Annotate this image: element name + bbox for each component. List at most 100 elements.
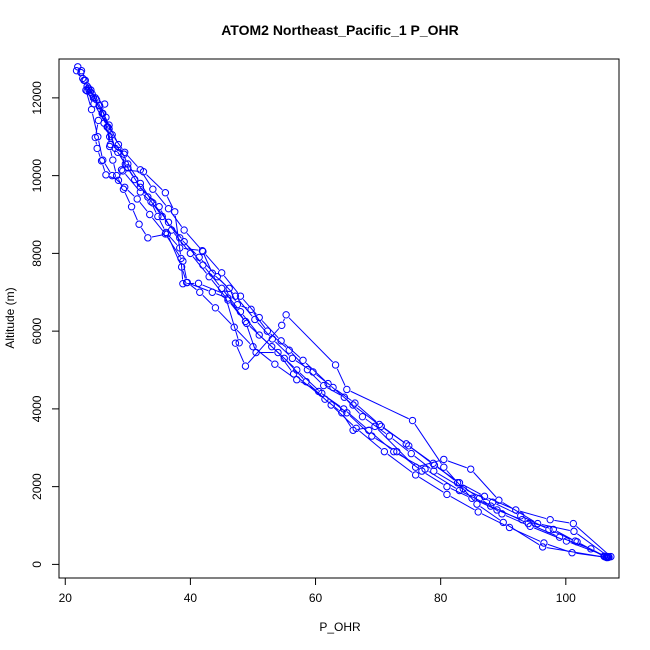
series-line-segment [247,328,280,364]
data-point [144,193,152,201]
data-point [104,123,112,131]
series-line-segment [168,237,181,264]
series-line-segment [296,376,322,397]
data-point [329,383,337,392]
series-line-segment [86,93,91,106]
data-point [488,498,497,506]
series-line-segment [98,152,101,158]
series-line-segment [502,501,535,522]
series-line-segment [180,262,184,280]
series-line-segment [519,510,547,520]
series-line-segment [216,293,225,298]
data-point [440,455,448,464]
series-line-segment [310,372,322,383]
plot-frame [58,58,620,579]
series-line-segment [140,227,146,235]
data-point [385,432,394,440]
series-line-segment [437,472,460,487]
series-line-segment [280,355,292,371]
data-point [83,87,91,95]
series-line-segment [223,275,239,294]
data-point [251,315,259,324]
data-point [199,247,207,256]
series-line-segment [98,99,102,103]
series-line-segment [346,399,360,414]
y-tick-label: 12000 [30,81,44,115]
series-line-segment [305,362,326,382]
series-line-segment [217,310,232,325]
series-line-segment [237,299,253,317]
data-point [217,284,226,293]
data-point [309,368,317,376]
data-point [136,183,145,191]
data-point [81,76,89,85]
series-line-segment [253,312,266,329]
series-line-segment [109,176,115,180]
data-point [72,66,81,75]
series-line-segment [146,174,163,191]
series-line-segment [95,107,107,124]
series-line-segment [371,432,391,450]
data-point [164,204,173,213]
data-point [499,518,507,527]
series-line-segment [450,496,475,511]
data-point [77,66,86,75]
series-line-segment [546,547,604,558]
data-point [358,412,367,421]
series-line-segment [473,471,497,498]
series-8 [77,66,612,561]
series-line-segment [118,179,122,186]
series-line-segment [275,341,290,356]
data-point [176,244,184,252]
series-line-segment [151,234,164,238]
data-point [467,465,475,473]
data-point [109,156,117,164]
data-point [268,335,277,343]
y-tick-label: 2000 [30,473,44,500]
x-tick-label: 20 [59,591,73,605]
series-line-segment [164,219,178,235]
data-point [164,218,173,226]
series-line-segment [166,196,174,209]
series-line-segment [152,205,157,213]
series-line-segment [82,74,85,77]
series-line-segment [105,126,109,134]
data-point [235,339,243,347]
data-point [505,523,514,532]
data-point [540,539,548,547]
data-point [162,228,170,237]
data-point [349,426,357,434]
series-line-segment [316,374,331,386]
series-line-segment [525,520,550,529]
data-point [263,327,272,335]
data-point [430,467,438,475]
data-point [87,86,95,94]
data-point [455,486,464,495]
data-point [217,269,226,277]
series-line-segment [201,259,215,274]
data-point [569,519,578,528]
series-line-segment [119,148,127,161]
data-point [99,156,107,164]
data-point [208,288,216,296]
data-point [255,331,263,339]
data-point [289,370,298,378]
series-line-segment [460,484,477,497]
data-point [440,463,448,471]
data-point [161,189,170,197]
series-line-segment [102,164,106,171]
data-point [114,148,122,157]
data-point [453,479,462,487]
series-line-segment [496,503,518,515]
data-point [274,348,282,357]
data-point [196,288,204,296]
data-point [82,86,90,94]
series-line-segment [343,416,352,428]
data-point [114,140,123,149]
series-line-segment [346,411,366,428]
series-line-segment [99,109,104,120]
data-point [408,416,417,425]
series-line-segment [92,93,98,103]
y-axis-ticks: 0 2000 4000 6000 8000 10000 12000 [30,81,59,568]
